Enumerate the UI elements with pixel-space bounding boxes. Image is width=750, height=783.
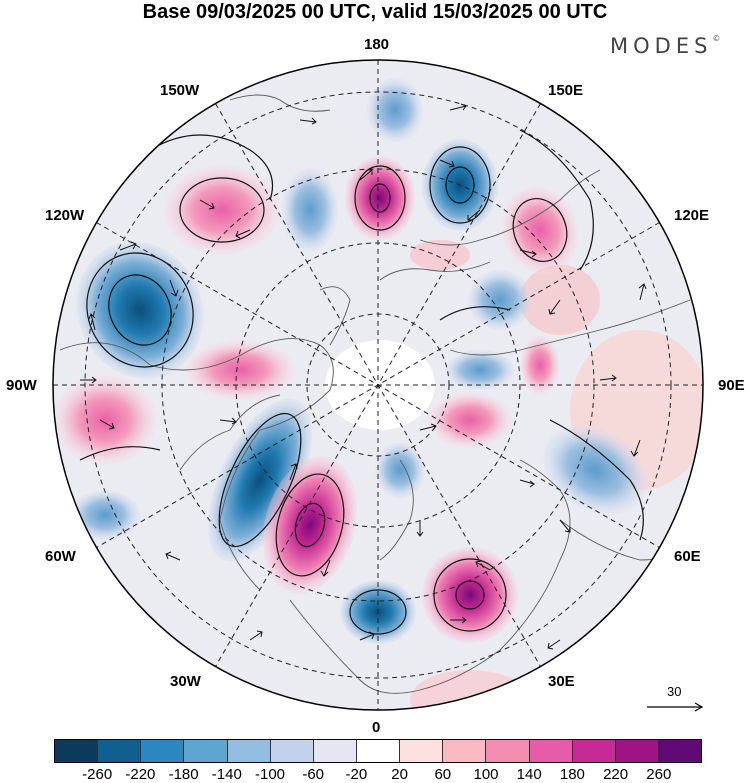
colorbar-tick-label: 140 — [516, 766, 542, 783]
reference-vector-arrow — [647, 702, 704, 712]
colorbar-swatch — [615, 740, 659, 762]
colorbar-swatch — [141, 740, 185, 762]
colorbar-tick-label: -220 — [125, 766, 156, 783]
reference-vector-value: 30 — [667, 684, 682, 699]
colorbar-tick-label: 60 — [434, 766, 452, 783]
colorbar-swatch — [400, 740, 444, 762]
colorbar — [54, 739, 702, 763]
lon-label-0: 0 — [372, 719, 381, 736]
lon-label-60e: 60E — [674, 548, 701, 565]
colorbar-tick-label: 20 — [391, 766, 408, 783]
lon-label-60w: 60W — [45, 548, 76, 565]
colorbar-swatch — [356, 740, 401, 762]
colorbar-tick-label: 100 — [473, 766, 499, 783]
lon-label-90e: 90E — [718, 377, 745, 394]
modes-logo: MODES© — [610, 34, 721, 58]
colorbar-tick-label: -60 — [302, 766, 325, 783]
lon-label-90w: 90W — [6, 377, 37, 394]
lon-label-180: 180 — [364, 36, 390, 53]
lon-label-150w: 150W — [160, 82, 200, 99]
map-boundary — [52, 59, 704, 711]
wind-vectors — [80, 103, 647, 650]
colorbar-swatch — [98, 740, 142, 762]
colorbar-swatch — [55, 740, 99, 762]
lon-label-150e: 150E — [548, 82, 584, 99]
lon-label-120e: 120E — [674, 207, 710, 224]
lon-label-30w: 30W — [170, 673, 201, 690]
colorbar-swatch — [486, 740, 530, 762]
colorbar-swatch — [227, 740, 271, 762]
colorbar-swatch — [184, 740, 228, 762]
colorbar-tick-label: -260 — [82, 766, 113, 783]
lon-label-30e: 30E — [548, 673, 575, 690]
colorbar-tick-label: -140 — [211, 766, 242, 783]
colorbar-tick-label: -20 — [345, 766, 368, 783]
colorbar-tick-label: -180 — [168, 766, 199, 783]
colorbar-swatch — [443, 740, 487, 762]
colorbar-tick-label: -100 — [254, 766, 286, 783]
polar-anomaly-map — [52, 59, 704, 711]
colorbar-swatch — [658, 740, 702, 762]
anomaly-field — [53, 60, 703, 710]
colorbar-tick-label: 220 — [603, 766, 629, 783]
map-title: Base 09/03/2025 00 UTC, valid 15/03/2025… — [142, 1, 608, 23]
colorbar-swatch — [572, 740, 616, 762]
colorbar-swatch — [529, 740, 573, 762]
colorbar-tick-label: 260 — [646, 766, 672, 783]
colorbar-swatch — [313, 740, 357, 762]
colorbar-swatch — [270, 740, 314, 762]
lon-label-120w: 120W — [45, 207, 85, 224]
colorbar-tick-label: 180 — [559, 766, 585, 783]
